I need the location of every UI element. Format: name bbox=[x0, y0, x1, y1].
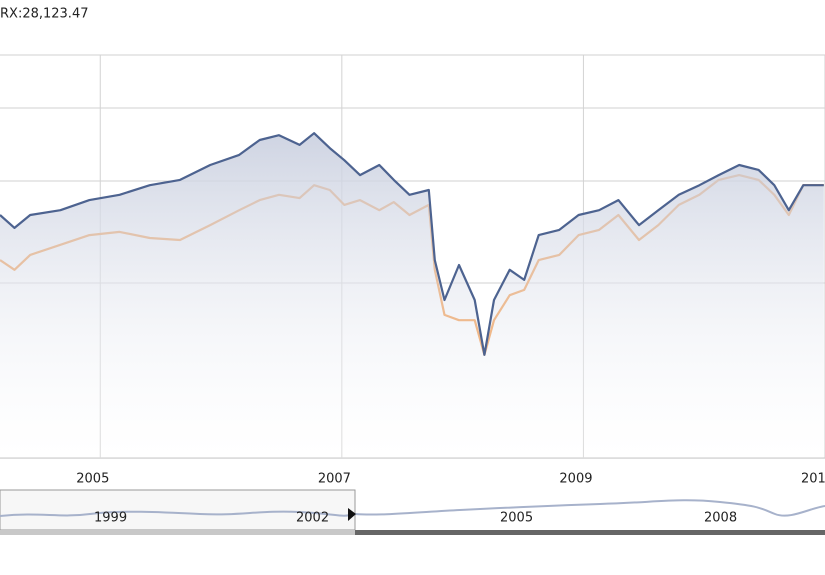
header-value: RX:28,123.47 bbox=[0, 7, 88, 22]
navigator-scroll bbox=[0, 530, 355, 535]
navigator-label: 2005 bbox=[500, 511, 533, 526]
x-tick-label: 2005 bbox=[76, 472, 109, 487]
navigator-label: 2008 bbox=[704, 511, 737, 526]
navigator-label: 1999 bbox=[94, 511, 127, 526]
x-tick-label: 2009 bbox=[559, 472, 592, 487]
navigator: 1999 2002 2005 2008 bbox=[0, 489, 825, 535]
x-tick-label: 2007 bbox=[318, 472, 351, 487]
navigator-line bbox=[0, 499, 825, 517]
navigator-handle[interactable] bbox=[348, 508, 356, 521]
series-area bbox=[0, 133, 824, 458]
navigator-label: 2002 bbox=[296, 511, 329, 526]
navigator-scroll[interactable] bbox=[355, 530, 825, 535]
series-line bbox=[0, 132, 824, 356]
